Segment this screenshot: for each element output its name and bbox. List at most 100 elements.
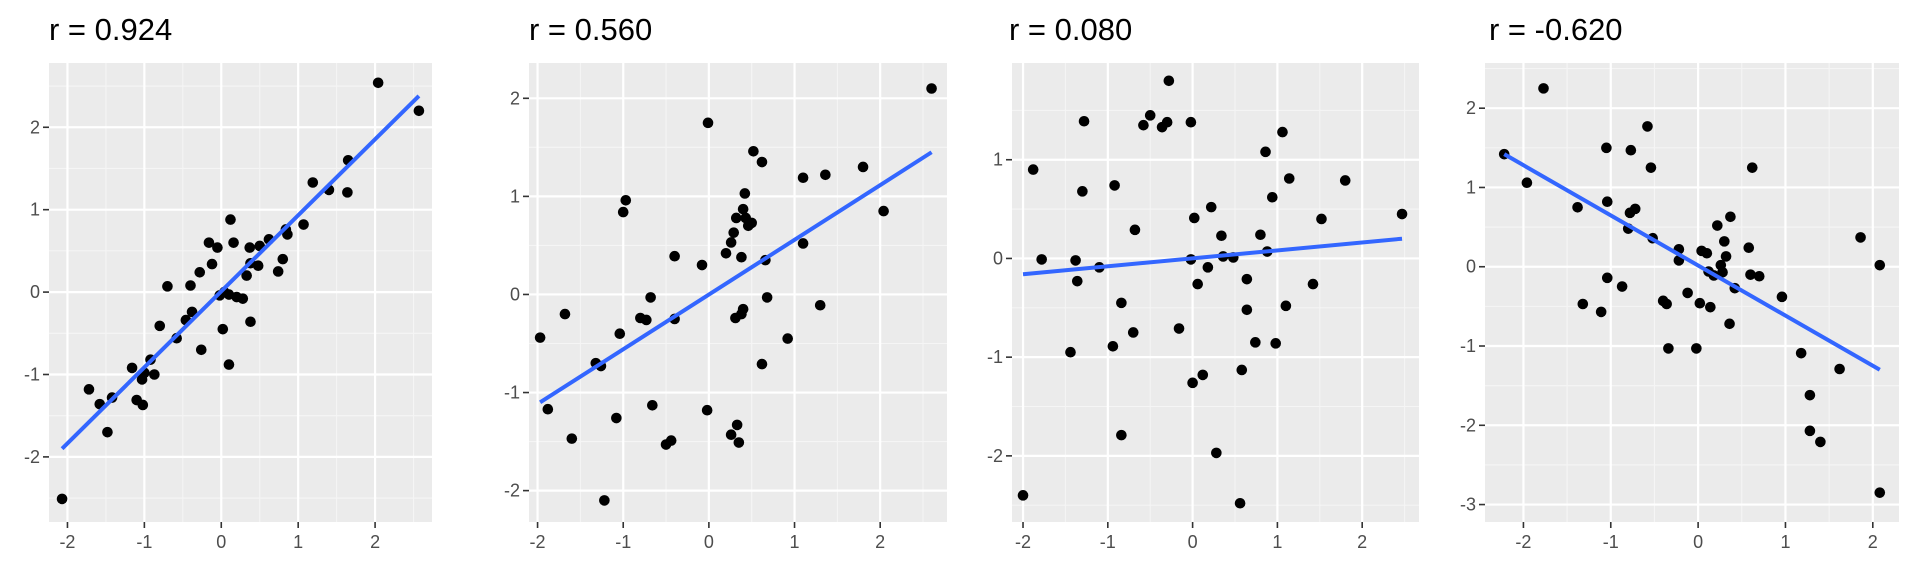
data-point [1725,211,1736,223]
data-point [206,258,218,270]
x-tick-label: -1 [1100,532,1116,552]
data-point [1538,83,1549,94]
data-point [1795,347,1807,359]
data-point [1116,297,1127,309]
data-point [1661,298,1672,310]
data-point [1161,116,1173,128]
data-point [1572,201,1583,213]
scatter-panel-3: r = 0.080 -2 -1 0 1 2 -2 -1 0 1 [987,12,1419,552]
y-tick-label: -2 [987,446,1003,466]
x-tick-label: -2 [530,532,546,552]
data-point [702,117,714,129]
data-point [641,314,652,326]
x-tick-label: 0 [704,532,714,552]
y-tick-label: -2 [1460,415,1476,435]
panel-title: r = 0.560 [529,12,652,47]
data-point [1855,232,1866,243]
x-tick-label: 2 [1357,532,1367,552]
x-tick-label: 2 [875,532,885,552]
data-point [1645,162,1657,173]
y-tick-label: 0 [993,248,1003,268]
y-tick-label: 2 [510,88,520,108]
data-point [669,250,680,262]
data-point [223,359,235,370]
data-point [1874,487,1886,498]
data-point [185,280,196,291]
data-point [1815,436,1826,448]
data-point [102,426,113,438]
data-point [307,177,319,188]
data-point [746,217,758,229]
panel-title: r = 0.080 [1009,12,1132,47]
data-point [599,495,610,506]
x-tick-label: 1 [1780,532,1790,552]
y-tick-label: 1 [30,200,40,220]
data-point [162,281,173,292]
data-point [1129,224,1141,236]
data-point [1138,119,1149,131]
data-point [149,369,160,380]
data-point [1192,278,1203,290]
x-tick-label: -2 [1515,532,1531,552]
data-point [1185,116,1197,128]
data-point [1705,301,1716,313]
data-point [212,242,223,253]
y-tick-label: 0 [1466,257,1476,277]
data-point [730,212,742,224]
data-point [126,362,138,374]
data-point [237,293,249,304]
y-tick-label: -2 [24,447,40,467]
data-point [1595,306,1607,318]
scatter-panel-1: r = 0.924 -2 -1 0 1 2 -2 -1 0 1 2 [24,12,432,552]
data-point [756,156,768,168]
data-point [1694,297,1706,309]
data-point [1036,254,1047,265]
data-point [186,306,198,318]
data-point [245,316,256,328]
x-tick-label: 0 [216,532,226,552]
data-point [1307,278,1319,290]
data-point [1250,337,1261,348]
data-point [1187,377,1198,389]
regression-line [60,94,421,451]
y-tick-label: -2 [504,481,520,501]
data-point [1804,389,1816,401]
data-point [1743,242,1755,254]
y-tick-label: 0 [30,282,40,302]
data-point [782,333,793,344]
data-point [1260,146,1271,158]
y-tick-label: 0 [510,284,520,304]
data-point [56,493,68,505]
data-point [1339,175,1351,186]
data-point [83,384,95,395]
data-point [244,242,256,253]
data-point [1144,110,1156,121]
data-point [1107,340,1119,352]
data-point [756,358,768,370]
data-point [1642,121,1653,132]
data-point [1753,270,1765,282]
data-point [748,145,759,157]
x-tick-label: 2 [370,532,380,552]
data-point [195,344,207,356]
data-point [1205,201,1217,213]
data-point [1109,180,1120,191]
data-point [736,251,747,263]
y-tick-label: -1 [504,383,520,403]
data-point [1601,196,1613,208]
data-point [203,237,215,248]
data-point [1211,447,1222,459]
data-point [1189,212,1200,224]
data-point [1396,208,1408,220]
data-point [1625,144,1637,156]
y-tick-label: 1 [993,150,1003,170]
data-point [1027,164,1039,175]
data-point [1316,213,1327,225]
data-point [277,253,289,265]
data-point [1241,304,1253,316]
regression-line [1503,152,1881,372]
data-point [1629,203,1641,215]
data-point [282,229,293,240]
data-point [1682,287,1693,299]
